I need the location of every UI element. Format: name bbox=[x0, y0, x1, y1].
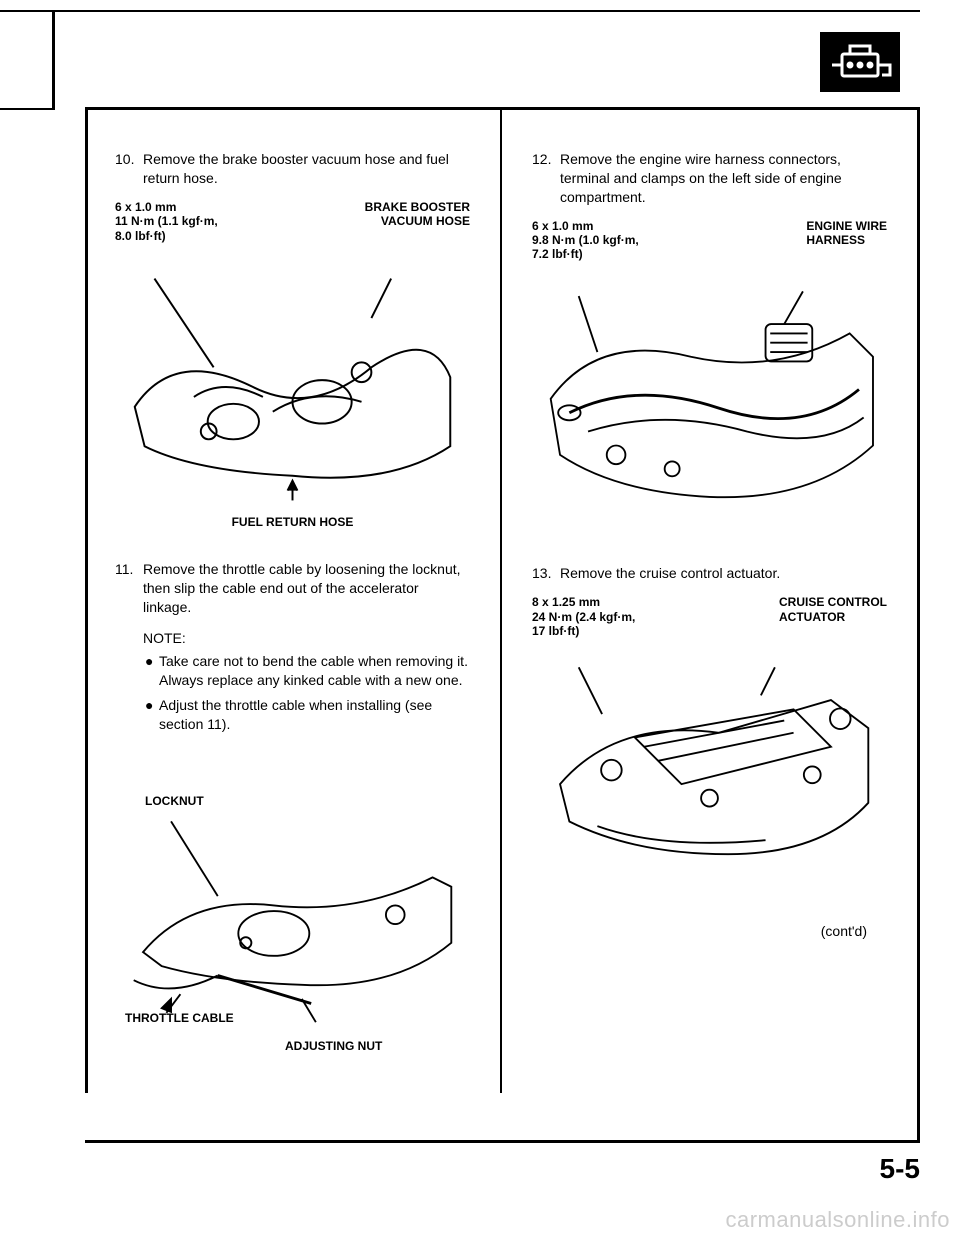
engine-wire-harness-label: ENGINE WIRE HARNESS bbox=[806, 219, 887, 262]
throttle-diagram-icon bbox=[115, 812, 470, 1027]
bullet-icon: ● bbox=[145, 652, 159, 690]
step-12: 12. Remove the engine wire harness conne… bbox=[532, 150, 887, 207]
right-column: 12. Remove the engine wire harness conne… bbox=[532, 150, 887, 1143]
step-text: Remove the throttle cable by loosening t… bbox=[143, 560, 470, 617]
torque-spec-label: 8 x 1.25 mm 24 N·m (2.4 kgf·m, 17 lbf·ft… bbox=[532, 595, 635, 638]
step-number: 10. bbox=[115, 150, 143, 188]
step-text: Remove the engine wire harness connector… bbox=[560, 150, 887, 207]
column-divider bbox=[500, 110, 502, 1093]
step-number: 13. bbox=[532, 564, 560, 583]
note-bullet: ● Take care not to bend the cable when r… bbox=[143, 652, 470, 690]
harness-diagram-icon bbox=[532, 268, 887, 530]
engine-section-icon bbox=[820, 32, 900, 92]
torque-spec-label: 6 x 1.0 mm 11 N·m (1.1 kgf·m, 8.0 lbf·ft… bbox=[115, 200, 218, 243]
continued-label: (cont'd) bbox=[532, 922, 887, 941]
step-11: 11. Remove the throttle cable by looseni… bbox=[115, 560, 470, 617]
bottom-rule bbox=[85, 1140, 920, 1143]
figure-cruise-actuator: 8 x 1.25 mm 24 N·m (2.4 kgf·m, 17 lbf·ft… bbox=[532, 595, 887, 892]
step-13: 13. Remove the cruise control actuator. bbox=[532, 564, 887, 583]
note-bullet: ● Adjust the throttle cable when install… bbox=[143, 696, 470, 734]
cruise-control-label: CRUISE CONTROL ACTUATOR bbox=[779, 595, 887, 638]
content-frame: 10. Remove the brake booster vacuum hose… bbox=[85, 107, 920, 1143]
watermark: carmanualsonline.info bbox=[725, 1207, 950, 1233]
actuator-diagram-icon bbox=[532, 644, 887, 887]
figure-throttle-cable: LOCKNUT bbox=[115, 794, 470, 1054]
throttle-cable-label: THROTTLE CABLE bbox=[125, 1011, 234, 1025]
bullet-text: Adjust the throttle cable when installin… bbox=[159, 696, 470, 734]
page-container: 10. Remove the brake booster vacuum hose… bbox=[55, 10, 920, 1173]
step-text: Remove the brake booster vacuum hose and… bbox=[143, 150, 470, 188]
engine-diagram-icon bbox=[115, 249, 470, 505]
bullet-icon: ● bbox=[145, 696, 159, 734]
torque-spec-label: 6 x 1.0 mm 9.8 N·m (1.0 kgf·m, 7.2 lbf·f… bbox=[532, 219, 639, 262]
page-number: 5-5 bbox=[880, 1153, 920, 1185]
bullet-text: Take care not to bend the cable when rem… bbox=[159, 652, 470, 690]
tab-marker bbox=[0, 10, 55, 110]
fuel-return-hose-label: FUEL RETURN HOSE bbox=[115, 514, 470, 530]
brake-booster-label: BRAKE BOOSTER VACUUM HOSE bbox=[365, 200, 470, 243]
step-10: 10. Remove the brake booster vacuum hose… bbox=[115, 150, 470, 188]
adjusting-nut-label: ADJUSTING NUT bbox=[285, 1039, 382, 1053]
left-column: 10. Remove the brake booster vacuum hose… bbox=[115, 150, 470, 1143]
figure-wire-harness: 6 x 1.0 mm 9.8 N·m (1.0 kgf·m, 7.2 lbf·f… bbox=[532, 219, 887, 535]
step-text: Remove the cruise control actuator. bbox=[560, 564, 887, 583]
step-number: 12. bbox=[532, 150, 560, 207]
step-number: 11. bbox=[115, 560, 143, 617]
figure-brake-booster: 6 x 1.0 mm 11 N·m (1.1 kgf·m, 8.0 lbf·ft… bbox=[115, 200, 470, 531]
note-heading: NOTE: bbox=[143, 629, 470, 648]
locknut-label: LOCKNUT bbox=[145, 794, 204, 808]
